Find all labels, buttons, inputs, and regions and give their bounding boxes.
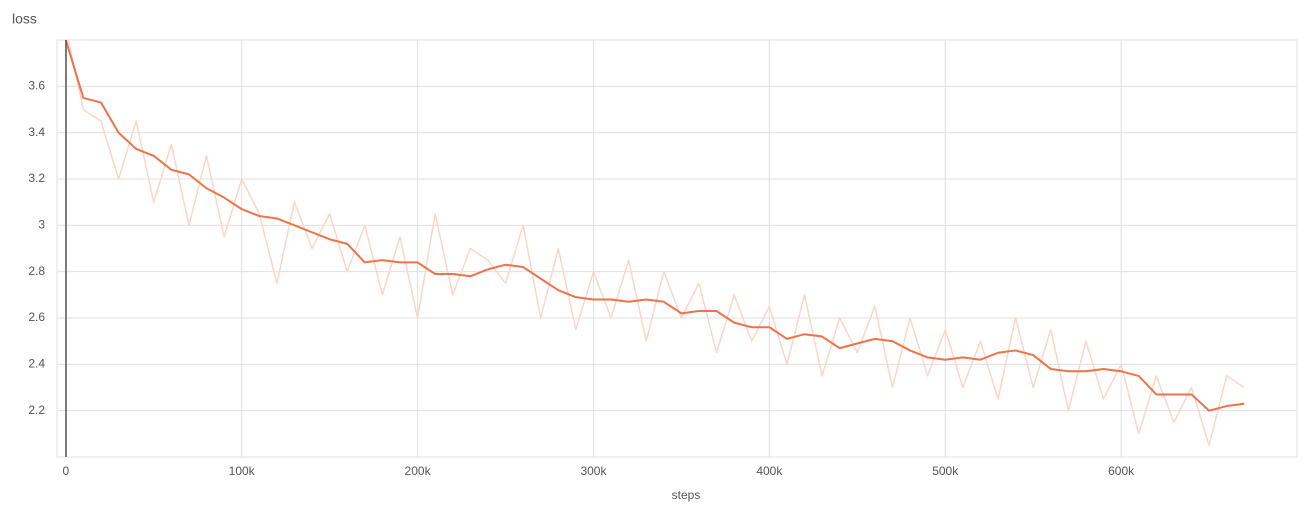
- y-tick-label: 3.2: [28, 171, 45, 185]
- plot-frame: [56, 39, 1298, 458]
- loss-line: [67, 40, 1245, 447]
- x-tick-label: 100k: [229, 464, 256, 478]
- y-tick-label: 3: [38, 218, 45, 232]
- y-tick-label: 2.8: [28, 264, 45, 278]
- x-tick-label: 500k: [932, 464, 959, 478]
- y-tick-label: 3.4: [28, 125, 45, 139]
- y-tick-label: 2.6: [28, 310, 45, 324]
- x-tick-label: 200k: [405, 464, 432, 478]
- y-tick-label: 3.6: [28, 79, 45, 93]
- chart-title: loss: [12, 11, 37, 27]
- plot-area: [64, 40, 1245, 447]
- y-tick-label: 2.4: [28, 357, 45, 371]
- x-tick-label: 300k: [580, 464, 607, 478]
- x-tick-label: 400k: [756, 464, 783, 478]
- x-tick-label: 0: [62, 464, 69, 478]
- y-tick-label: 2.2: [28, 403, 45, 417]
- loss-line: [64, 40, 1245, 412]
- x-tick-label: 600k: [1108, 464, 1135, 478]
- grid: 2.2 2.4 2.6 2.8 3 3.2 3.4 3.6 0 100k 200k 300k 400k 5…: [28, 39, 1298, 478]
- x-axis-label: steps: [672, 488, 701, 502]
